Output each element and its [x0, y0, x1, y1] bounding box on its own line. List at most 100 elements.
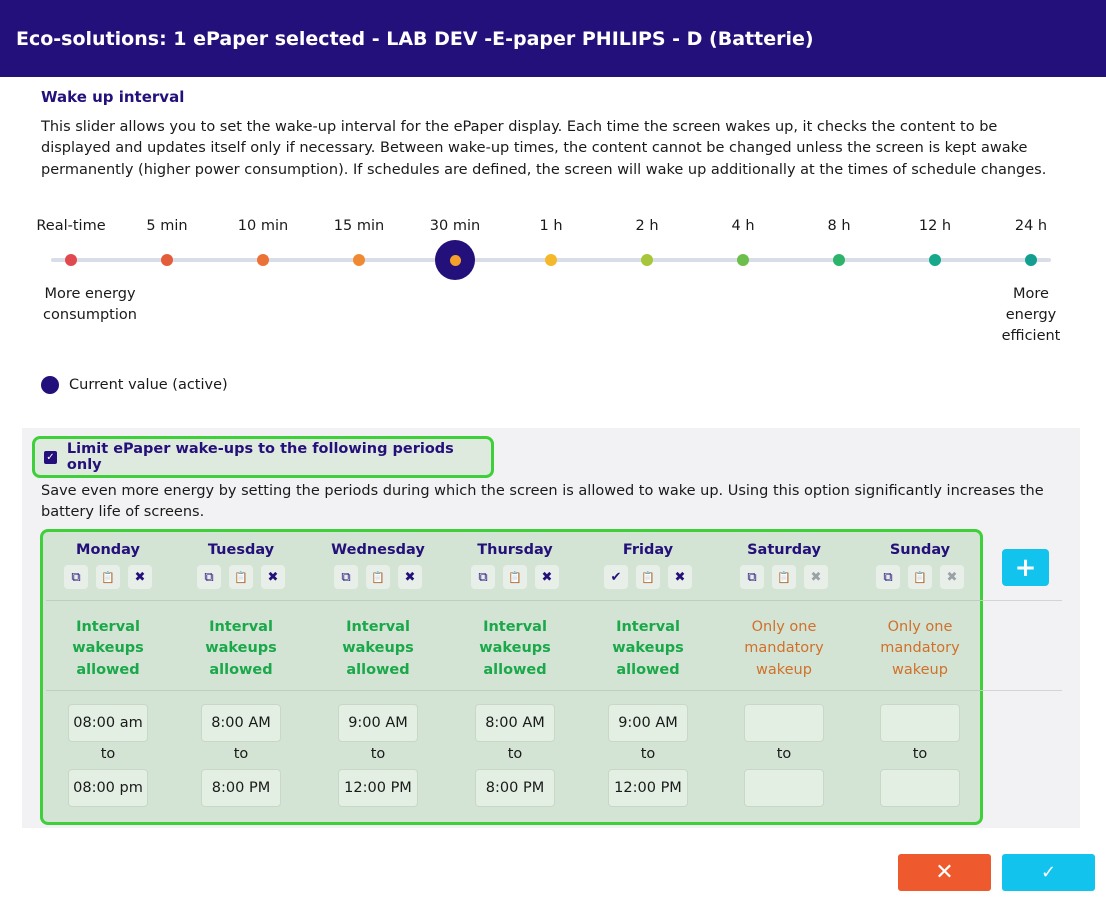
to-label: to: [507, 746, 523, 762]
confirm-button[interactable]: ✓: [1002, 854, 1095, 891]
wakeup-mode-label: Interval wakeups allowed: [479, 619, 551, 678]
slider-step-dot[interactable]: [161, 254, 173, 266]
end-time-input[interactable]: [880, 769, 960, 807]
paste-icon[interactable]: 📋: [772, 565, 796, 589]
slider-step-label[interactable]: 12 h: [918, 218, 952, 234]
slider-handle-dot: [449, 254, 461, 266]
clear-icon[interactable]: ✖: [535, 565, 559, 589]
slider-step-dot[interactable]: [545, 254, 557, 266]
clear-icon[interactable]: ✖: [668, 565, 692, 589]
end-time-input[interactable]: 8:00 PM: [475, 769, 555, 807]
day-actions: ✔ 📋 ✖: [588, 565, 708, 589]
slider-step-dot[interactable]: [353, 254, 365, 266]
slider-step-dot[interactable]: [257, 254, 269, 266]
wakeup-mode-label: Only one mandatory wakeup: [880, 619, 960, 678]
slider-step-label[interactable]: 5 min: [146, 218, 188, 234]
clear-icon[interactable]: ✖: [128, 565, 152, 589]
slider-step-dot[interactable]: [833, 254, 845, 266]
end-time-input[interactable]: 12:00 PM: [608, 769, 688, 807]
end-time-input[interactable]: 12:00 PM: [338, 769, 418, 807]
end-time-input[interactable]: [744, 769, 824, 807]
paste-icon[interactable]: 📋: [908, 565, 932, 589]
legend-label: Current value (active): [69, 377, 228, 393]
end-time-input[interactable]: 8:00 PM: [201, 769, 281, 807]
slider-legend: Current value (active): [41, 376, 228, 394]
wakeup-mode-label: Interval wakeups allowed: [612, 619, 684, 678]
day-name: Wednesday: [331, 542, 425, 558]
weekly-periods-table: Monday ⧉ 📋 ✖ Interval wakeups allowed 08:00 a…: [40, 529, 983, 825]
paste-icon[interactable]: 📋: [96, 565, 120, 589]
slider-step-dot[interactable]: [737, 254, 749, 266]
paste-icon[interactable]: 📋: [636, 565, 660, 589]
slider-step-dot[interactable]: [929, 254, 941, 266]
slider-step-dot[interactable]: [1025, 254, 1037, 266]
day-actions: ⧉ 📋 ✖: [455, 565, 575, 589]
start-time-input[interactable]: 9:00 AM: [608, 704, 688, 742]
limit-wakeups-checkbox[interactable]: ✓: [44, 450, 57, 464]
day-actions: ⧉ 📋 ✖: [48, 565, 168, 589]
day-actions: ⧉ 📋 ✖: [318, 565, 438, 589]
slider-step-label[interactable]: 8 h: [827, 218, 851, 234]
day-name: Thursday: [477, 542, 553, 558]
end-time-input[interactable]: 08:00 pm: [68, 769, 148, 807]
clear-icon[interactable]: ✖: [398, 565, 422, 589]
day-name: Monday: [76, 542, 140, 558]
wakeup-mode-label: Interval wakeups allowed: [205, 619, 277, 678]
copy-icon[interactable]: ⧉: [876, 565, 900, 589]
paste-icon[interactable]: 📋: [366, 565, 390, 589]
wakeup-interval-title: Wake up interval: [41, 88, 185, 106]
slider-step-label[interactable]: 24 h: [1014, 218, 1048, 234]
day-name: Friday: [622, 542, 674, 558]
start-time-input[interactable]: 08:00 am: [68, 704, 148, 742]
start-time-input[interactable]: [880, 704, 960, 742]
slider-right-end-label: More energy efficient: [1001, 286, 1061, 344]
wakeup-mode-label: Interval wakeups allowed: [342, 619, 414, 678]
slider-handle[interactable]: [435, 240, 475, 280]
start-time-input[interactable]: 8:00 AM: [201, 704, 281, 742]
start-time-input[interactable]: [744, 704, 824, 742]
to-label: to: [640, 746, 656, 762]
to-label: to: [100, 746, 116, 762]
slider-step-label[interactable]: Real-time: [36, 218, 106, 234]
wakeup-mode-label: Only one mandatory wakeup: [744, 619, 824, 678]
day-name: Sunday: [889, 542, 951, 558]
copy-icon[interactable]: ⧉: [64, 565, 88, 589]
dialog-header: Eco-solutions: 1 ePaper selected - LAB D…: [0, 0, 1106, 77]
limit-wakeups-description: Save even more energy by setting the per…: [41, 483, 1044, 521]
add-period-button[interactable]: +: [1002, 549, 1049, 586]
to-label: to: [370, 746, 386, 762]
clear-icon: ✖: [940, 565, 964, 589]
slider-step-label[interactable]: 1 h: [539, 218, 563, 234]
to-label: to: [233, 746, 249, 762]
slider-step-label[interactable]: 4 h: [731, 218, 755, 234]
slider-step-label[interactable]: 2 h: [635, 218, 659, 234]
paste-icon[interactable]: 📋: [229, 565, 253, 589]
day-actions: ⧉ 📋 ✖: [860, 565, 980, 589]
day-name: Saturday: [747, 542, 821, 558]
clear-icon[interactable]: ✖: [261, 565, 285, 589]
limit-wakeups-option[interactable]: ✓ Limit ePaper wake-ups to the following…: [32, 436, 494, 478]
copy-icon[interactable]: ⧉: [197, 565, 221, 589]
copy-icon[interactable]: ⧉: [334, 565, 358, 589]
wakeup-interval-slider[interactable]: Real-time 5 min 10 min 15 min 30 min 1 h 2 h 4 …: [0, 210, 1106, 360]
day-actions: ⧉ 📋 ✖: [181, 565, 301, 589]
check-icon[interactable]: ✔: [604, 565, 628, 589]
row-divider: [46, 690, 983, 691]
limit-wakeups-label: Limit ePaper wake-ups to the following p…: [66, 441, 454, 473]
slider-step-label[interactable]: 30 min: [429, 218, 481, 234]
day-name: Tuesday: [207, 542, 275, 558]
row-divider: [983, 600, 1062, 601]
slider-step-dot[interactable]: [641, 254, 653, 266]
paste-icon[interactable]: 📋: [503, 565, 527, 589]
start-time-input[interactable]: 9:00 AM: [338, 704, 418, 742]
slider-step-label[interactable]: 10 min: [237, 218, 289, 234]
row-divider: [46, 600, 983, 601]
wakeup-mode-label: Interval wakeups allowed: [72, 619, 144, 678]
slider-step-dot[interactable]: [65, 254, 77, 266]
to-label: to: [776, 746, 792, 762]
slider-step-label[interactable]: 15 min: [333, 218, 385, 234]
copy-icon[interactable]: ⧉: [471, 565, 495, 589]
cancel-button[interactable]: ✕: [898, 854, 991, 891]
start-time-input[interactable]: 8:00 AM: [475, 704, 555, 742]
copy-icon[interactable]: ⧉: [740, 565, 764, 589]
